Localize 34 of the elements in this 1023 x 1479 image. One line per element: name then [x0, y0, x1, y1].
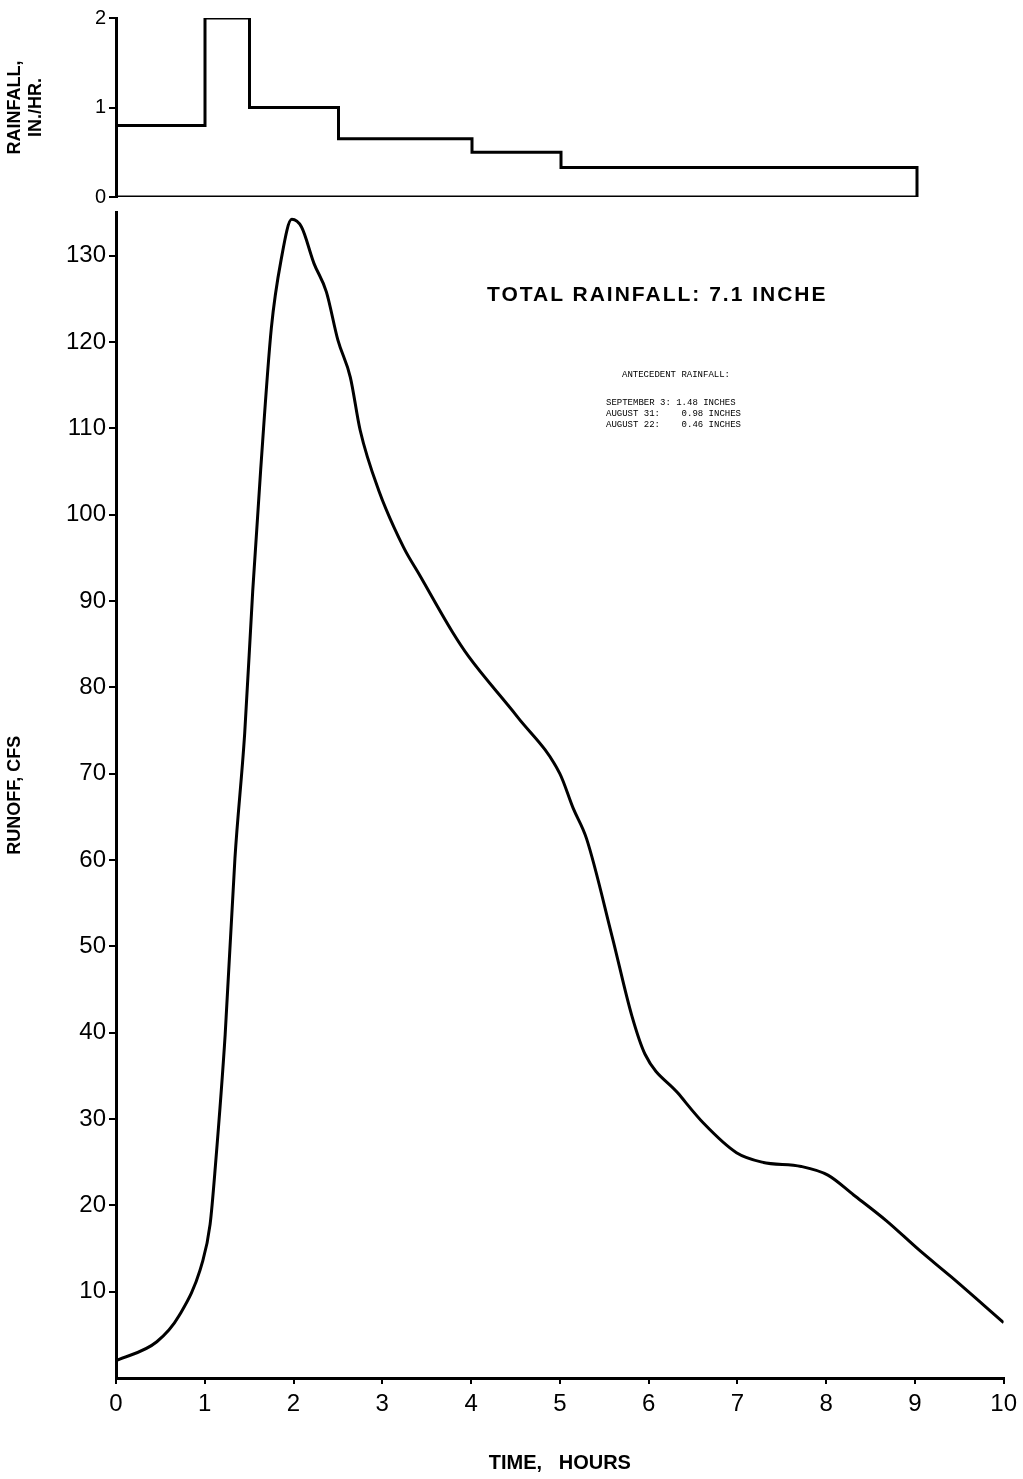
y-tick-label: 110 [67, 412, 106, 440]
y-tick-label: 1 [94, 95, 106, 118]
y-tick-label: 130 [65, 240, 106, 268]
y-tick-label: 20 [79, 1189, 106, 1217]
x-tick-label: 5 [553, 1389, 567, 1417]
x-tick-label: 10 [990, 1389, 1017, 1417]
annotation: SEPTEMBER 3: 1.48 INCHES [606, 398, 736, 408]
x-tick-label: 1 [198, 1389, 212, 1417]
y-tick-label: 40 [79, 1017, 106, 1045]
x-tick-label: 9 [908, 1389, 922, 1417]
annotation: TOTAL RAINFALL: 7.1 INCHE [487, 282, 828, 306]
annotation: AUGUST 31: 0.98 INCHES [606, 409, 742, 419]
x-tick-label: 8 [819, 1389, 833, 1417]
x-tick-label: 3 [375, 1389, 389, 1417]
y-tick-label: 2 [94, 5, 106, 28]
x-tick-label: 7 [730, 1389, 745, 1417]
annotation: ANTECEDENT RAINFALL: [622, 370, 731, 380]
y-axis-title: RUNOFF, CFS [3, 735, 24, 855]
y-tick-label: 120 [65, 326, 106, 354]
y-axis-title: RAINFALL, IN./HR. [3, 60, 46, 155]
y-tick-label: 60 [79, 844, 106, 872]
annotation: AUGUST 22: 0.46 INCHES [606, 420, 742, 430]
x-tick-label: 6 [641, 1389, 656, 1417]
y-tick-label: 90 [79, 585, 106, 613]
y-tick-label: 30 [79, 1103, 106, 1131]
y-tick-label: 0 [94, 184, 106, 207]
x-axis-title: TIME, HOURS [488, 1450, 631, 1473]
x-tick-label: 2 [286, 1389, 301, 1417]
y-tick-label: 70 [79, 758, 106, 786]
y-tick-label: 80 [79, 671, 106, 699]
y-tick-label: 100 [65, 499, 106, 527]
x-tick-label: 4 [464, 1389, 478, 1417]
y-tick-label: 50 [79, 930, 106, 958]
y-tick-label: 10 [79, 1276, 106, 1304]
